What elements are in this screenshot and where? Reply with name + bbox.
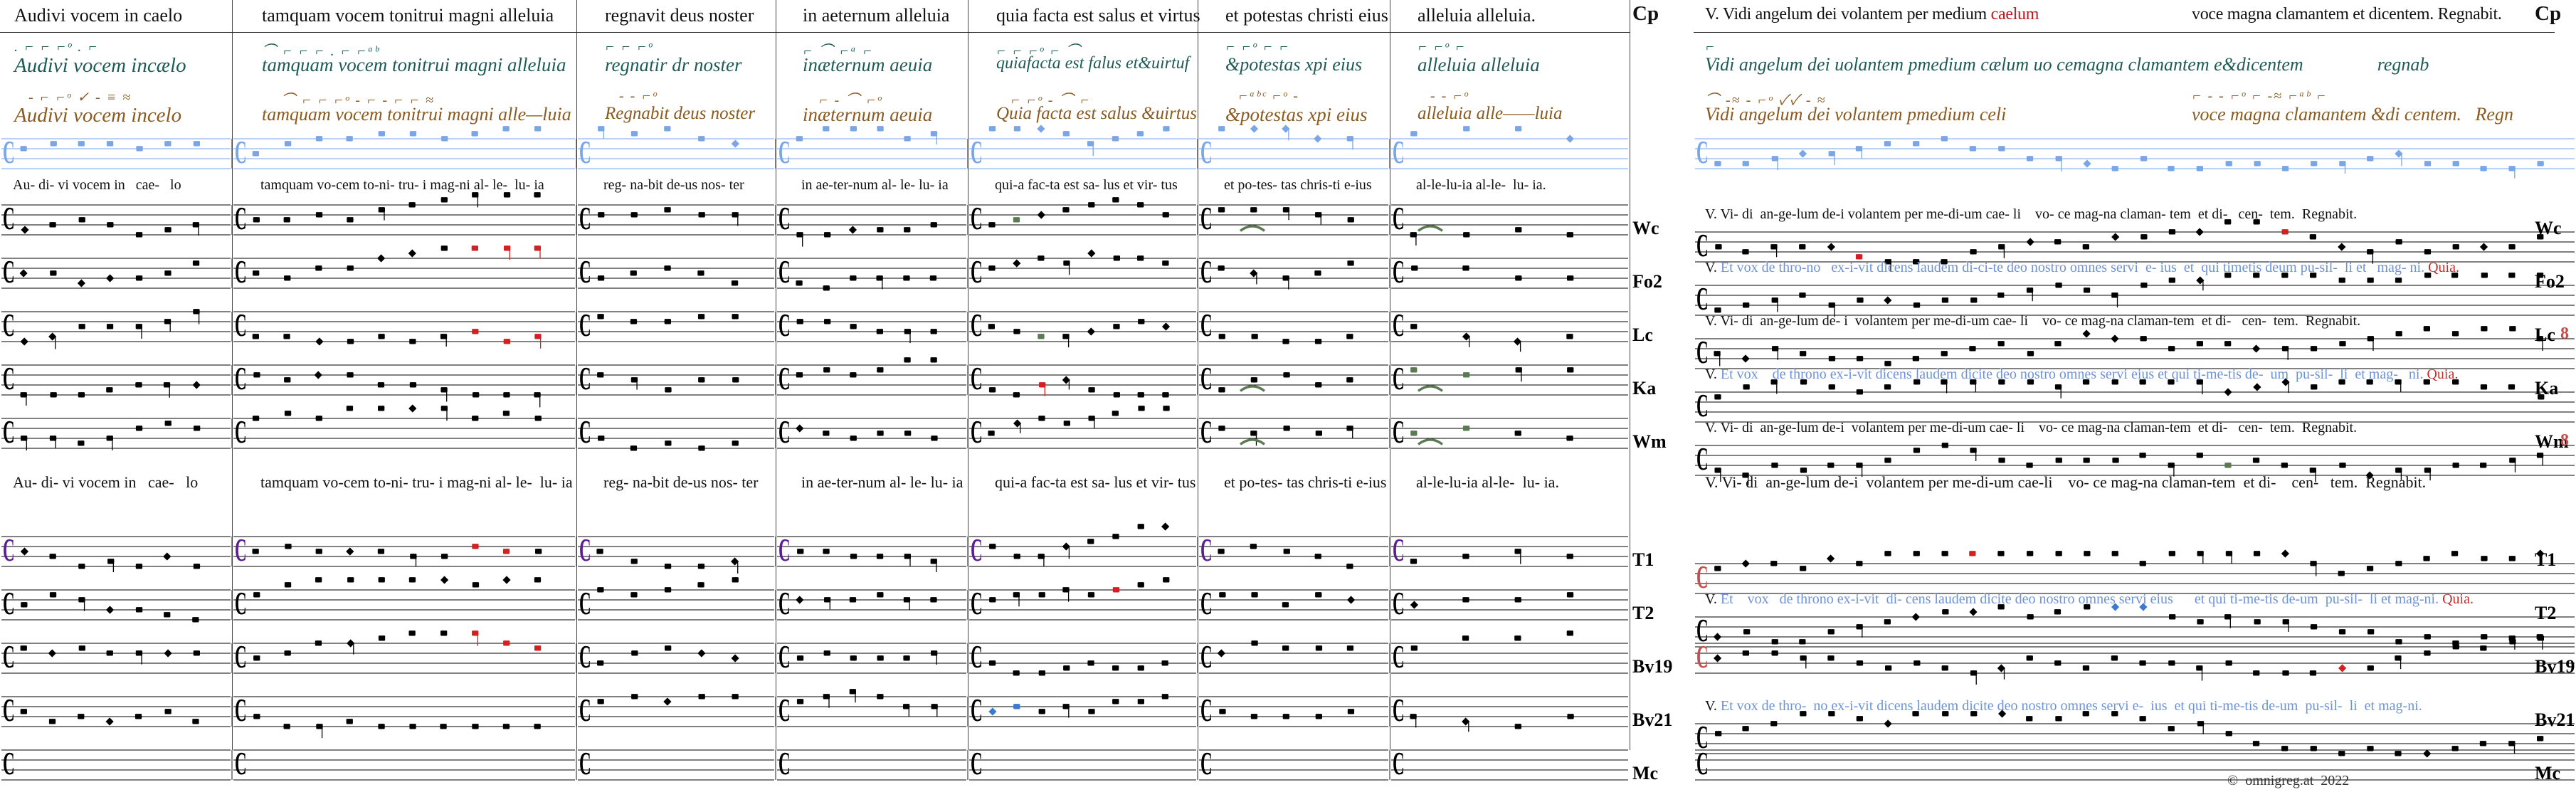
svg-text:C: C: [971, 254, 983, 290]
svg-text:C: C: [971, 134, 983, 171]
svg-text:C: C: [235, 414, 247, 450]
svg-text:C: C: [579, 586, 591, 622]
svg-text:C: C: [579, 134, 591, 171]
svg-text:C: C: [235, 361, 247, 397]
svg-text:C: C: [971, 586, 983, 622]
svg-text:C: C: [235, 134, 247, 171]
svg-text:C: C: [235, 639, 247, 675]
svg-text:C: C: [235, 586, 247, 622]
svg-text:C: C: [778, 307, 791, 344]
svg-text:C: C: [235, 201, 247, 237]
svg-text:C: C: [3, 307, 15, 344]
svg-text:C: C: [579, 201, 591, 237]
svg-text:C: C: [778, 692, 791, 729]
svg-text:C: C: [579, 254, 591, 290]
svg-text:C: C: [1696, 746, 1709, 782]
svg-text:C: C: [1393, 307, 1405, 344]
svg-text:C: C: [3, 201, 15, 237]
svg-text:C: C: [971, 639, 983, 675]
svg-text:C: C: [778, 586, 791, 622]
svg-text:C: C: [1696, 639, 1709, 675]
svg-text:C: C: [1696, 559, 1709, 596]
svg-text:C: C: [778, 254, 791, 290]
svg-text:C: C: [1393, 532, 1405, 569]
svg-text:C: C: [778, 639, 791, 675]
svg-text:C: C: [3, 254, 15, 290]
svg-text:C: C: [1200, 746, 1213, 782]
svg-text:C: C: [235, 746, 247, 782]
svg-text:C: C: [1393, 692, 1405, 729]
svg-text:C: C: [778, 414, 791, 450]
svg-text:C: C: [1200, 586, 1213, 622]
svg-text:C: C: [579, 307, 591, 344]
svg-text:C: C: [235, 532, 247, 569]
svg-text:C: C: [971, 746, 983, 782]
svg-text:C: C: [1200, 307, 1213, 344]
svg-text:C: C: [3, 134, 15, 171]
svg-text:C: C: [1200, 201, 1213, 237]
svg-text:C: C: [778, 532, 791, 569]
svg-text:C: C: [1200, 414, 1213, 450]
svg-text:C: C: [1696, 228, 1709, 264]
svg-text:C: C: [778, 361, 791, 397]
svg-text:C: C: [971, 361, 983, 397]
svg-text:C: C: [579, 639, 591, 675]
svg-text:C: C: [1200, 134, 1213, 171]
svg-text:C: C: [1393, 134, 1405, 171]
svg-text:C: C: [778, 746, 791, 782]
svg-text:C: C: [3, 361, 15, 397]
svg-text:C: C: [1200, 254, 1213, 290]
svg-text:C: C: [971, 307, 983, 344]
svg-text:C: C: [579, 692, 591, 729]
svg-text:C: C: [579, 414, 591, 450]
svg-text:C: C: [579, 361, 591, 397]
svg-text:C: C: [579, 532, 591, 569]
svg-text:C: C: [778, 201, 791, 237]
svg-text:C: C: [971, 201, 983, 237]
svg-text:C: C: [3, 532, 15, 569]
svg-text:C: C: [971, 414, 983, 450]
svg-text:C: C: [3, 746, 15, 782]
svg-text:C: C: [1393, 254, 1405, 290]
svg-text:C: C: [235, 307, 247, 344]
svg-text:C: C: [1200, 692, 1213, 729]
svg-text:C: C: [3, 586, 15, 622]
svg-text:C: C: [971, 692, 983, 729]
svg-text:C: C: [971, 532, 983, 569]
svg-text:C: C: [579, 746, 591, 782]
svg-text:C: C: [235, 692, 247, 729]
svg-text:C: C: [1696, 281, 1709, 317]
svg-text:C: C: [1393, 361, 1405, 397]
svg-text:C: C: [1393, 639, 1405, 675]
svg-text:C: C: [1696, 134, 1709, 171]
svg-text:C: C: [3, 639, 15, 675]
svg-text:C: C: [1200, 361, 1213, 397]
svg-text:C: C: [1393, 746, 1405, 782]
svg-text:C: C: [1696, 441, 1709, 477]
svg-text:C: C: [1200, 639, 1213, 675]
svg-text:C: C: [235, 254, 247, 290]
svg-text:C: C: [1696, 334, 1709, 371]
svg-text:C: C: [1696, 388, 1709, 424]
svg-text:C: C: [1393, 586, 1405, 622]
svg-text:C: C: [3, 414, 15, 450]
svg-text:C: C: [1200, 532, 1213, 569]
svg-text:C: C: [1393, 414, 1405, 450]
svg-text:C: C: [3, 692, 15, 729]
svg-text:C: C: [1393, 201, 1405, 237]
svg-text:C: C: [778, 134, 791, 171]
